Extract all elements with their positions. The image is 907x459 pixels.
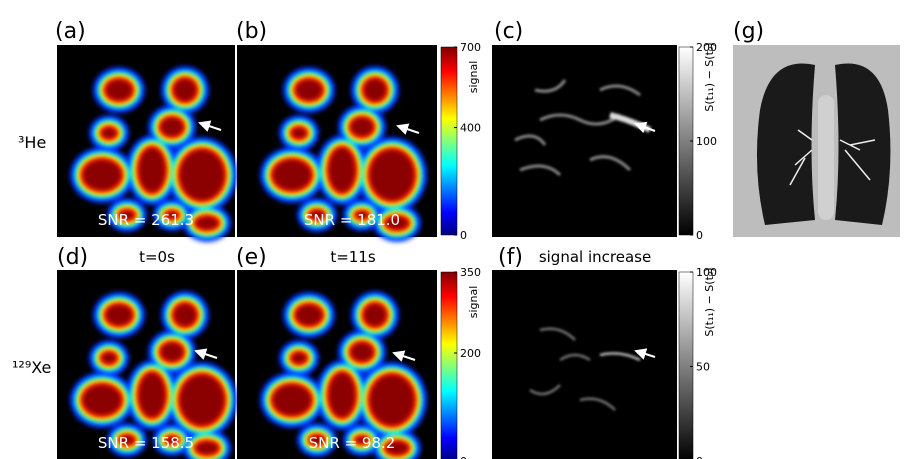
tick-label: 0 <box>460 455 467 459</box>
panel-label: (g) <box>733 19 764 44</box>
colorbar <box>679 272 693 459</box>
snr: SNR = 98.2 <box>309 434 396 452</box>
figure: (a) (b) (c) (g) (d) (e) (f) t=0s t=11s s… <box>0 0 907 459</box>
panel-caption: t=11s <box>330 248 376 266</box>
colorbar-label: S(t₁₁) − S(t₀) <box>703 267 716 336</box>
panel-label: (e) <box>236 245 267 270</box>
tick-label: 700 <box>460 41 481 54</box>
colorbar <box>441 272 457 459</box>
panel-caption: t=0s <box>139 248 175 266</box>
tick-label: 0 <box>460 229 467 242</box>
panel-label: (a) <box>55 19 86 44</box>
row-label: ¹²⁹Xe <box>12 358 51 377</box>
panel-label: (c) <box>494 19 523 44</box>
panel-label: (b) <box>236 19 267 44</box>
panel-label: (d) <box>57 245 88 270</box>
tick-label: 350 <box>460 266 481 279</box>
snr: SNR = 158.5 <box>98 434 194 452</box>
aorta <box>818 95 834 220</box>
tick-label: 100 <box>696 135 717 148</box>
panel-label: (f) <box>498 245 523 270</box>
colorbar-label: signal <box>467 286 480 319</box>
page: {"rows": ["³He", "¹²⁹Xe"], "panels": [ {… <box>0 0 907 459</box>
panel-caption: signal increase <box>539 248 651 266</box>
snr: SNR = 261.3 <box>98 211 194 229</box>
colorbar <box>441 47 457 235</box>
row-label: ³He <box>18 133 46 152</box>
tick-label: 400 <box>460 122 481 135</box>
image-c <box>492 45 677 237</box>
colorbar-label: S(t₁₁) − S(t₀) <box>703 42 716 111</box>
tick-label: 200 <box>460 347 481 360</box>
snr: SNR = 181.0 <box>304 211 400 229</box>
colorbar-label: signal <box>467 61 480 94</box>
tick-label: 0 <box>696 455 703 459</box>
lung-right <box>835 63 890 225</box>
tick-label: 50 <box>696 361 710 374</box>
image-f <box>492 270 677 459</box>
tick-label: 0 <box>696 229 703 242</box>
